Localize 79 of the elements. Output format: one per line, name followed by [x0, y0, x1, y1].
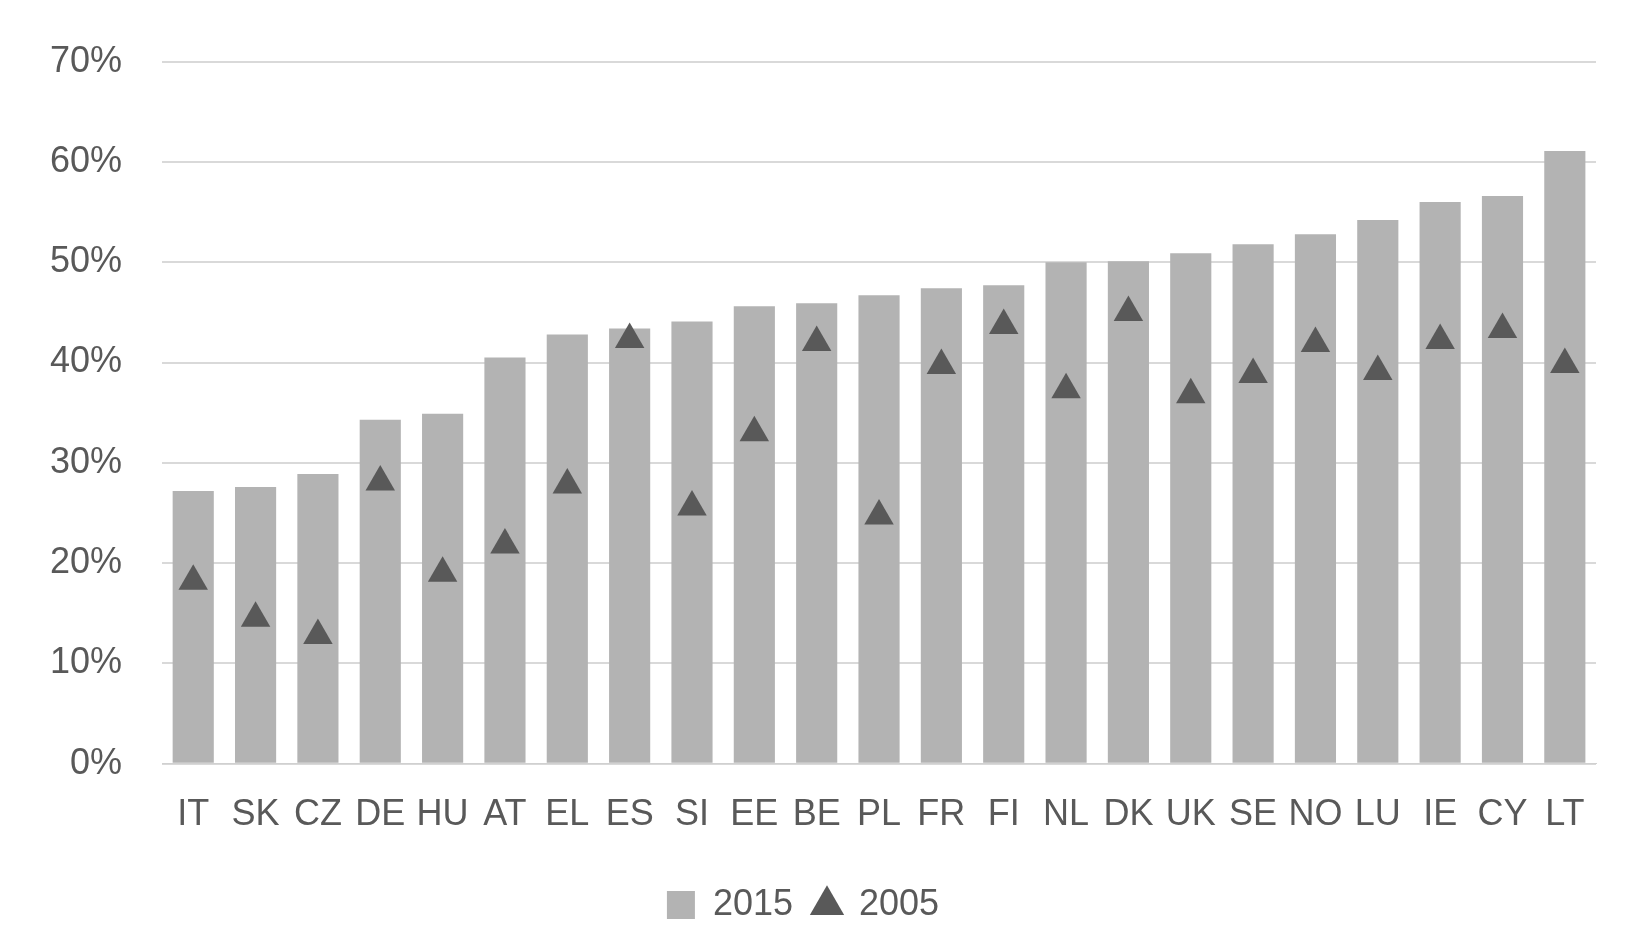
bar [920, 288, 962, 763]
point [240, 601, 271, 627]
bar [1481, 196, 1524, 763]
point [552, 467, 583, 494]
point [677, 490, 707, 516]
y-tick-label: 0% [70, 740, 123, 782]
bar [796, 303, 838, 763]
bar [235, 486, 277, 763]
point [1425, 323, 1455, 349]
x-tick-label: LT [1545, 792, 1585, 834]
point [1176, 377, 1206, 404]
bar [359, 419, 401, 763]
y-tick-label: 70% [49, 38, 123, 80]
point [864, 499, 894, 525]
x-tick-label: HU [416, 792, 469, 834]
x-tick-label: EE [730, 792, 779, 834]
legend-label: 2005 [859, 881, 940, 923]
point [1051, 372, 1081, 399]
bar [1232, 244, 1274, 763]
bar [422, 413, 464, 763]
point [926, 348, 957, 375]
y-tick-label: 60% [49, 138, 123, 180]
x-tick-label: NO [1288, 792, 1343, 834]
bar [609, 328, 651, 763]
point [1113, 295, 1144, 321]
y-tick-label: 50% [49, 239, 123, 281]
point [989, 308, 1019, 334]
bar [1170, 253, 1212, 763]
x-tick-label: IE [1423, 792, 1458, 834]
x-tick-label: SI [674, 792, 709, 834]
bar [172, 490, 214, 763]
point [1363, 354, 1393, 381]
y-tick-label: 10% [49, 640, 123, 682]
legend-label: 2015 [712, 881, 794, 923]
bar [484, 357, 526, 763]
point [739, 415, 770, 442]
point [1550, 347, 1580, 374]
x-tick-label: ES [605, 792, 654, 834]
x-tick-label: DK [1103, 792, 1154, 834]
bar [1294, 234, 1337, 763]
bar [1357, 220, 1399, 763]
x-tick-label: DE [355, 792, 406, 834]
bar [671, 321, 713, 763]
bar [983, 285, 1025, 763]
x-tick-label: AT [483, 792, 527, 834]
point [1300, 326, 1331, 352]
point [801, 325, 832, 351]
x-tick-label: SK [231, 792, 280, 834]
bar [733, 306, 775, 763]
point [1487, 312, 1518, 338]
x-tick-label: FI [987, 792, 1020, 834]
point [365, 464, 395, 491]
y-tick-label: 30% [49, 439, 123, 481]
y-tick-label: 40% [49, 339, 123, 381]
bar [858, 295, 900, 763]
x-tick-label: SE [1229, 792, 1278, 834]
x-tick-label: NL [1043, 792, 1090, 834]
x-tick-label: IT [177, 792, 210, 834]
point [427, 556, 458, 582]
bar [1544, 150, 1586, 763]
y-tick-label: 20% [49, 540, 123, 582]
point [1238, 357, 1268, 384]
x-tick-label: LU [1354, 792, 1401, 834]
x-tick-label: UK [1165, 792, 1216, 834]
x-tick-label: FR [917, 792, 966, 834]
bar [1419, 202, 1461, 763]
x-tick-label: CZ [293, 792, 342, 834]
x-tick-label: CY [1477, 792, 1528, 834]
point [303, 618, 333, 644]
point [490, 528, 520, 554]
bar [1045, 262, 1087, 763]
x-tick-label: BE [792, 792, 841, 834]
point [614, 322, 645, 348]
point [178, 564, 208, 590]
x-tick-label: EL [545, 792, 590, 834]
bar [297, 473, 339, 763]
bar [1107, 261, 1149, 763]
x-tick-label: PL [857, 792, 902, 834]
bar [546, 334, 588, 763]
